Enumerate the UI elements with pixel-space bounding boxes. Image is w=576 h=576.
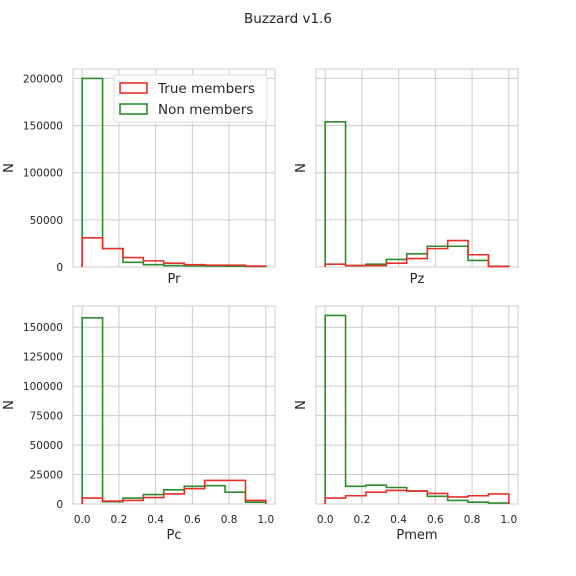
y-tick-label: 0	[56, 262, 63, 274]
histogram-true-members-pz	[324, 239, 510, 268]
y-tick-label: 200000	[23, 73, 63, 85]
histogram-true-members-pmem	[324, 489, 510, 504]
panel-pz: Pz N	[294, 68, 519, 287]
plot-area-pz	[315, 68, 519, 268]
x-tick-label: 1.0	[257, 514, 274, 526]
y-tick-label: 100000	[23, 381, 63, 393]
x-tick-label: 0.2	[111, 514, 128, 526]
histogram-true-members-pr	[81, 236, 267, 267]
legend-box	[113, 74, 268, 123]
x-axis-label: Pmem	[396, 528, 437, 543]
legend-swatch	[119, 82, 148, 94]
plot-area-pmem	[315, 305, 519, 505]
plot-frame	[315, 68, 519, 268]
x-axis-label: Pr	[168, 272, 182, 287]
x-tick-label: 0.4	[147, 514, 164, 526]
y-axis-label: N	[294, 163, 309, 173]
figure-title: Buzzard v1.6	[244, 11, 332, 27]
y-axis-label: N	[2, 163, 17, 173]
x-tick-label: 0.0	[317, 514, 334, 526]
x-axis-label: Pz	[410, 272, 425, 287]
y-tick-label: 150000	[23, 322, 63, 334]
y-axis-label: N	[2, 400, 17, 410]
y-tick-label: 150000	[23, 121, 63, 133]
x-tick-label: 0.6	[427, 514, 444, 526]
histogram-true-members-pc	[81, 479, 267, 504]
panel-pr: 0 50000 100000 150000 200000 Pr N True members N…	[2, 68, 276, 287]
x-tick-label: 0.6	[184, 514, 201, 526]
panel-pc: 0.0 0.2 0.4 0.6 0.8 1.0 0 25000 50000 75000 100000…	[2, 305, 276, 543]
y-tick-label: 75000	[30, 411, 63, 423]
y-tick-label: 0	[56, 499, 63, 511]
x-tick-label: 0.8	[221, 514, 238, 526]
plot-frame	[315, 305, 519, 505]
plot-frame	[72, 68, 276, 268]
y-axis-label: N	[294, 400, 309, 410]
legend: True members Non members	[113, 74, 268, 123]
x-axis-label: Pc	[167, 528, 182, 543]
legend-label: True members	[157, 81, 255, 97]
y-tick-label: 25000	[30, 470, 63, 482]
x-tick-label: 1.0	[500, 514, 517, 526]
legend-swatch	[119, 103, 148, 115]
x-tick-label: 0.0	[74, 514, 91, 526]
x-tick-label: 0.2	[354, 514, 371, 526]
x-tick-label: 0.4	[390, 514, 407, 526]
panel-pmem: 0.0 0.2 0.4 0.6 0.8 1.0 Pmem N	[294, 305, 519, 543]
y-tick-label: 125000	[23, 352, 63, 364]
legend-label: Non members	[158, 102, 253, 118]
x-tick-label: 0.8	[464, 514, 481, 526]
y-tick-label: 100000	[23, 168, 63, 180]
y-tick-label: 50000	[30, 440, 63, 452]
plot-frame	[72, 305, 276, 505]
y-tick-label: 50000	[30, 215, 63, 227]
